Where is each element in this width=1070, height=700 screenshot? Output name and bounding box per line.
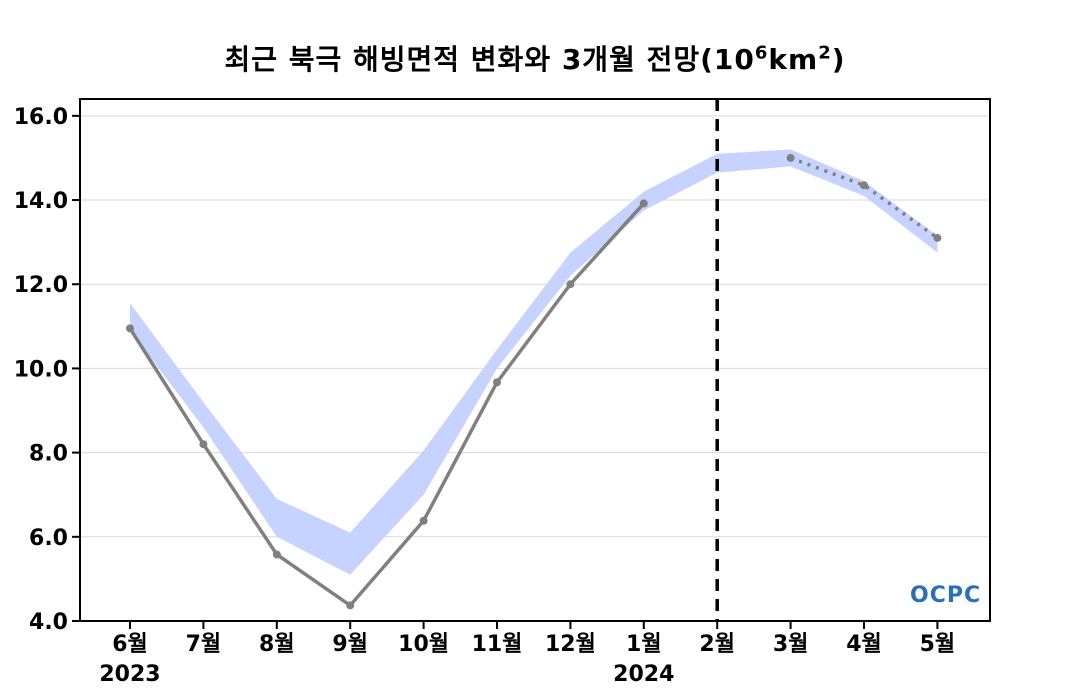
x-tick-label: 3월 <box>773 632 809 657</box>
y-tick-label: 12.0 <box>14 273 68 298</box>
observed-point <box>419 516 428 525</box>
y-tick-label: 14.0 <box>14 189 68 214</box>
y-tick-label: 16.0 <box>14 105 68 130</box>
observed-point <box>272 550 281 559</box>
observed-line <box>128 202 646 608</box>
forecast-point <box>933 233 942 242</box>
chart-title-exponent-2: 2 <box>818 42 832 64</box>
observed-point <box>126 324 134 333</box>
observed-point <box>199 440 208 449</box>
grid-lines <box>80 115 990 622</box>
x-tick-label: 6월 <box>112 632 148 657</box>
observed-point <box>639 199 648 208</box>
range-band-area <box>130 149 938 575</box>
x-tick-label: 12월 <box>545 632 596 657</box>
x-tick-label: 10월 <box>398 632 449 657</box>
observed-point <box>346 601 355 610</box>
ocpc-logo: OCPC <box>910 583 982 608</box>
data-lines <box>126 99 942 621</box>
y-tick-label: 4.0 <box>29 610 68 635</box>
chart-title-unit: km <box>768 43 819 76</box>
observed-point <box>566 280 575 289</box>
chart-title: 최근 북극 해빙면적 변화와 3개월 전망(106km2) <box>0 38 1070 78</box>
x-tick-label: 2월 <box>699 632 735 657</box>
year-label: 2023 <box>99 662 160 687</box>
y-tick-label: 6.0 <box>29 526 68 551</box>
forecast-point <box>860 181 868 190</box>
y-tick-label: 8.0 <box>29 442 68 467</box>
observed-point <box>493 378 501 387</box>
plot-frame <box>79 98 991 622</box>
forecast-point <box>786 153 795 162</box>
axes: 4.0 6.0 8.0 10.0 12.0 14.0 16.0 6월 7월 8월 9월 10월 11월 1… <box>14 105 955 687</box>
x-tick-label: 4월 <box>846 632 882 657</box>
chart-title-exponent-1: 6 <box>754 42 769 64</box>
forecast-range-band <box>130 149 938 575</box>
x-tick-label: 8월 <box>259 632 295 657</box>
x-tick-label: 1월 <box>626 632 662 657</box>
x-tick-label: 7월 <box>186 632 222 657</box>
year-label: 2024 <box>613 662 674 687</box>
x-tick-label: 11월 <box>472 632 523 657</box>
x-tick-label: 9월 <box>332 632 368 657</box>
y-tick-label: 10.0 <box>14 357 68 382</box>
chart-title-close: ) <box>831 43 846 76</box>
x-tick-label: 5월 <box>920 632 956 657</box>
chart-title-text: 최근 북극 해빙면적 변화와 3개월 전망(10 <box>224 43 755 76</box>
